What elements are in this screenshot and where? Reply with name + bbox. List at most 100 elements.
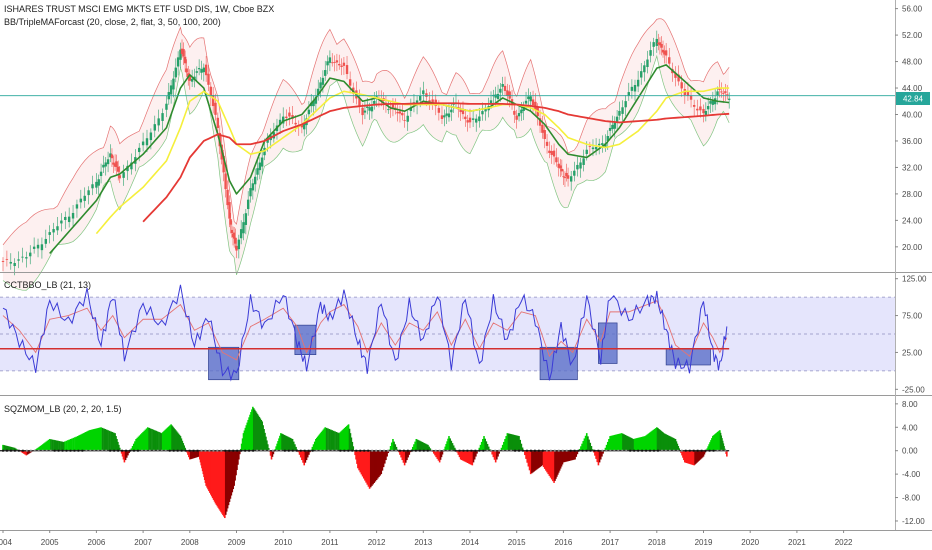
candle-body (97, 179, 100, 186)
oscillator-label[interactable]: CCTBBO_LB (21, 13) (4, 280, 91, 290)
momentum-bar (452, 445, 455, 451)
squeeze-dot (581, 449, 584, 452)
time-axis-tick-label: 2007 (134, 538, 152, 547)
momentum-bar (270, 450, 273, 460)
momentum-bar (484, 438, 486, 451)
candle-body (538, 118, 542, 126)
squeeze-dot (180, 449, 183, 452)
momentum-bar (131, 446, 134, 451)
price-pane[interactable] (0, 18, 895, 291)
squeeze-dot (21, 449, 24, 452)
momentum-bar (420, 441, 422, 451)
candle-body (214, 102, 217, 115)
momentum-bar (433, 450, 435, 454)
momentum-bar (386, 450, 388, 457)
candle-body (565, 172, 568, 177)
squeeze-dot (311, 449, 314, 452)
momentum-pane[interactable] (0, 406, 730, 519)
squeeze-dot (69, 449, 72, 452)
momentum-bar (192, 450, 195, 459)
momentum-bar (219, 450, 221, 511)
squeeze-dot (569, 449, 572, 452)
momentum-bar (172, 426, 174, 451)
candle-body (657, 42, 660, 45)
momentum-bar (25, 450, 28, 456)
squeeze-dot (129, 449, 131, 452)
squeeze-dot (406, 449, 409, 452)
candle-body (630, 86, 634, 91)
momentum-bar (479, 444, 482, 451)
candle-body (522, 106, 525, 111)
momentum-bar (163, 430, 166, 451)
momentum-bar (216, 450, 219, 507)
momentum-bar (338, 433, 341, 451)
squeeze-dot (688, 449, 691, 452)
candle-body (361, 107, 364, 116)
momentum-bar (400, 450, 402, 458)
squeeze-dot (184, 449, 187, 452)
momentum-bar (148, 427, 150, 451)
mom-axis-tick-label: 8.00 (902, 400, 918, 409)
candle-body (83, 195, 86, 201)
momentum-bar (38, 446, 40, 451)
oscillator-pane[interactable] (0, 284, 895, 382)
momentum-bar (677, 446, 680, 451)
squeeze-dot (192, 449, 195, 452)
momentum-bar (6, 446, 9, 451)
price-axis-tick-label: 32.00 (902, 163, 923, 172)
momentum-bar (55, 440, 58, 451)
price-axis-tick-label: 36.00 (902, 137, 923, 146)
candle-body (157, 118, 160, 126)
candle-body (660, 44, 663, 48)
momentum-bar (94, 428, 97, 451)
squeeze-dot (645, 449, 647, 452)
momentum-bar (207, 450, 209, 490)
candle-body (524, 100, 528, 104)
overlay-indicator-label[interactable]: BB/TripleMAForcast (20, close, 2, flat, … (4, 17, 221, 27)
momentum-bar (568, 450, 571, 461)
momentum-bar (381, 450, 384, 471)
candle-body (300, 124, 304, 128)
momentum-bar (578, 448, 581, 451)
momentum-bar (672, 437, 674, 451)
momentum-bar (68, 439, 71, 451)
momentum-bar (507, 433, 510, 451)
momentum-bar (248, 417, 250, 451)
squeeze-dot (605, 449, 608, 452)
momentum-bar (550, 450, 553, 480)
candle-body (608, 127, 612, 131)
candle-body (513, 110, 516, 115)
momentum-bar (79, 434, 81, 451)
momentum-bar (631, 438, 634, 451)
squeeze-dot (522, 449, 524, 452)
squeeze-dot (625, 449, 628, 452)
momentum-bar (117, 441, 119, 451)
squeeze-dot (490, 449, 493, 452)
momentum-bar (547, 450, 550, 475)
momentum-label[interactable]: SQZMOM_LB (20, 2, 20, 1.5) (4, 404, 122, 414)
candle-body (116, 166, 120, 172)
candle-body (663, 50, 666, 55)
momentum-bar (611, 435, 614, 451)
candle-body (335, 60, 339, 63)
momentum-bar (434, 450, 436, 456)
momentum-bar (596, 450, 599, 463)
candle-body (440, 115, 444, 119)
momentum-bar (726, 450, 728, 457)
candle-body (232, 232, 236, 239)
momentum-bar (168, 426, 171, 451)
momentum-bar (227, 450, 230, 506)
squeeze-dot (359, 449, 362, 452)
momentum-bar (707, 446, 709, 451)
momentum-bar (476, 450, 478, 454)
candle-body (489, 100, 493, 104)
candle-body (643, 65, 646, 73)
momentum-bar (115, 436, 117, 451)
candle-body (370, 106, 374, 112)
squeeze-dot (236, 449, 239, 452)
momentum-bar (553, 450, 555, 483)
candle-body (720, 91, 723, 93)
momentum-bar (424, 443, 427, 451)
squeeze-dot (343, 449, 346, 452)
momentum-bar (89, 429, 92, 451)
